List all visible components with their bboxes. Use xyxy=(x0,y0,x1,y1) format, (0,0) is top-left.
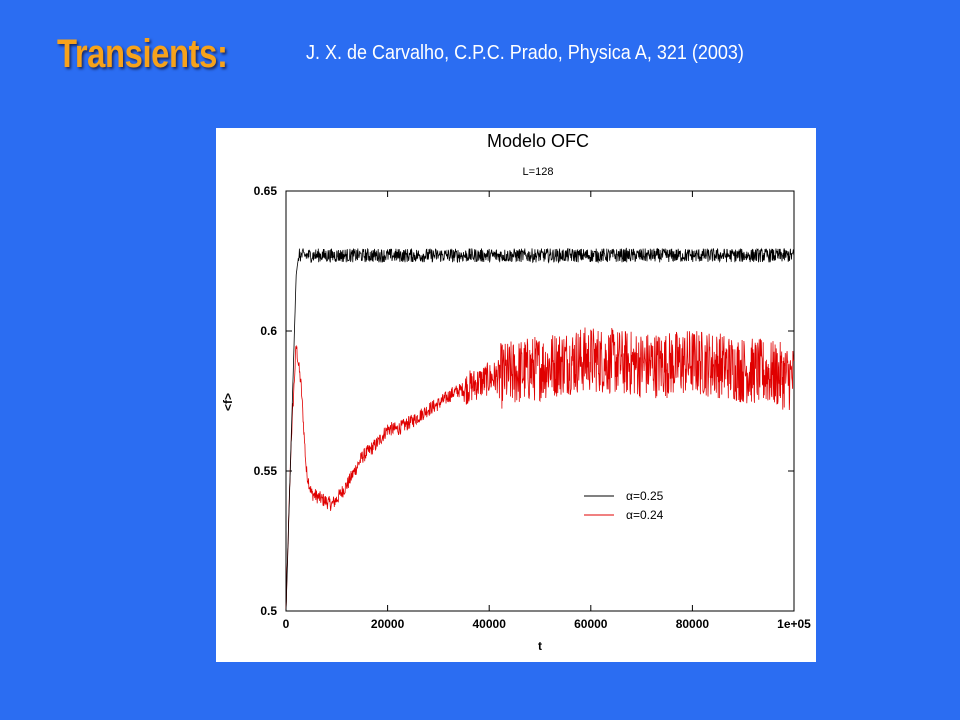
legend-label: α=0.25 xyxy=(626,489,664,503)
slide-title: Transients: xyxy=(57,32,228,76)
y-tick-label: 0.5 xyxy=(260,604,277,618)
x-tick-label: 0 xyxy=(283,617,290,631)
series-line-alpha-025 xyxy=(285,247,795,612)
y-tick-label: 0.65 xyxy=(254,184,278,198)
x-tick-label: 40000 xyxy=(473,617,507,631)
y-tick-label: 0.55 xyxy=(254,464,278,478)
legend-label: α=0.24 xyxy=(626,508,664,522)
y-tick-label: 0.6 xyxy=(260,324,277,338)
x-axis: 0 20000 40000 60000 80000 1e+05 xyxy=(283,191,811,631)
chart-title: Modelo OFC xyxy=(487,131,589,151)
y-axis: 0.5 0.55 0.6 0.65 xyxy=(254,184,794,618)
line-chart: Modelo OFC L=128 0 20000 40000 60000 80000 1e… xyxy=(221,131,811,653)
chart-subtitle: L=128 xyxy=(523,166,554,178)
chart-figure: Modelo OFC L=128 0 20000 40000 60000 80000 1e… xyxy=(216,128,816,662)
x-axis-label: t xyxy=(538,639,542,653)
citation: J. X. de Carvalho, C.P.C. Prado, Physica… xyxy=(306,42,744,64)
x-tick-label: 1e+05 xyxy=(777,617,811,631)
series-line-alpha-024 xyxy=(285,327,795,609)
legend: α=0.25 α=0.24 xyxy=(584,489,664,522)
x-tick-label: 60000 xyxy=(574,617,608,631)
x-tick-label: 80000 xyxy=(676,617,710,631)
y-axis-label: <f> xyxy=(221,393,235,411)
series-layer xyxy=(285,247,795,612)
plot-frame xyxy=(285,190,795,612)
x-tick-label: 20000 xyxy=(371,617,405,631)
